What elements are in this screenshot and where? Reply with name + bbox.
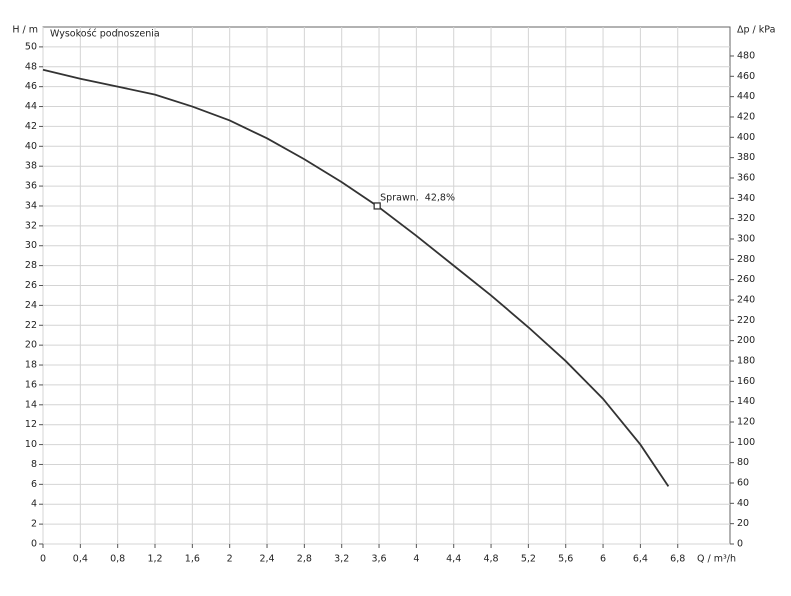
- y-tick-label: 28: [25, 260, 37, 271]
- y2-tick-label: 380: [737, 152, 755, 163]
- x-tick-label: 6,4: [633, 554, 648, 565]
- y-tick-label: 30: [25, 240, 37, 251]
- y-tick-label: 50: [25, 41, 37, 52]
- y2-tick-label: 360: [737, 172, 755, 183]
- y-tick-label: 10: [25, 439, 37, 450]
- y-tick-label: 0: [31, 539, 37, 550]
- y2-tick-label: 300: [737, 233, 755, 244]
- y-tick-label: 48: [25, 61, 37, 72]
- y-tick-label: 44: [25, 101, 37, 112]
- x-tick-label: 4: [413, 554, 419, 565]
- y2-tick-label: 260: [737, 274, 755, 285]
- y2-tick-label: 460: [737, 71, 755, 82]
- y2-tick-label: 140: [737, 396, 755, 407]
- y2-axis-label: Δp / kPa: [737, 25, 775, 36]
- y-tick-label: 40: [25, 141, 37, 152]
- y-tick-label: 22: [25, 320, 37, 331]
- y-tick-label: 24: [25, 300, 37, 311]
- x-tick-label: 5,2: [521, 554, 536, 565]
- y-tick-label: 6: [31, 479, 37, 490]
- x-tick-label: 0: [40, 554, 46, 565]
- x-tick-label: 1,2: [147, 554, 162, 565]
- x-tick-label: 3,2: [334, 554, 349, 565]
- y2-tick-label: 440: [737, 91, 755, 102]
- y2-tick-label: 180: [737, 355, 755, 366]
- y2-tick-label: 80: [737, 457, 749, 468]
- y-tick-label: 2: [31, 519, 37, 530]
- y2-tick-label: 480: [737, 50, 755, 61]
- line-series: [42, 68, 670, 487]
- y-axis-label: H / m: [12, 25, 38, 36]
- x-tick-label: 0,4: [73, 554, 88, 565]
- y2-tick-label: 160: [737, 376, 755, 387]
- y-tick-label: 32: [25, 220, 37, 231]
- y2-tick-label: 340: [737, 193, 755, 204]
- x-tick-label: 0,8: [110, 554, 125, 565]
- y-tick-label: 34: [25, 200, 37, 211]
- y-tick-label: 26: [25, 280, 37, 291]
- y2-tick-label: 0: [737, 539, 743, 550]
- y2-tick-label: 320: [737, 213, 755, 224]
- y2-tick-label: 100: [737, 437, 755, 448]
- x-tick-label: 2,8: [297, 554, 312, 565]
- y2-tick-label: 240: [737, 294, 755, 305]
- x-tick-label: 2,4: [259, 554, 274, 565]
- annotation-label: Sprawn. 42,8%: [380, 192, 455, 203]
- y-tick-label: 4: [31, 499, 37, 510]
- y-tick-label: 16: [25, 379, 37, 390]
- x-tick-label: 3,6: [371, 554, 386, 565]
- y2-tick-label: 40: [737, 498, 749, 509]
- y-tick-label: 8: [31, 459, 37, 470]
- y2-tick-label: 400: [737, 132, 755, 143]
- y2-tick-label: 280: [737, 254, 755, 265]
- y2-tick-label: 20: [737, 518, 749, 529]
- y-tick-label: 14: [25, 399, 37, 410]
- x-tick-label: 6,8: [670, 554, 685, 565]
- x-tick-label: 4,4: [446, 554, 461, 565]
- y-tick-label: 18: [25, 360, 37, 371]
- x-tick-label: 6: [600, 554, 606, 565]
- y2-tick-label: 220: [737, 315, 755, 326]
- y-tick-label: 46: [25, 81, 37, 92]
- chart-title: Wysokość podnoszenia: [50, 29, 160, 40]
- x-tick-label: 5,6: [558, 554, 573, 565]
- y-tick-label: 36: [25, 181, 37, 192]
- x-tick-label: 4,8: [483, 554, 498, 565]
- y-tick-label: 42: [25, 121, 37, 132]
- y2-tick-label: 420: [737, 111, 755, 122]
- y2-tick-label: 200: [737, 335, 755, 346]
- y-tick-label: 38: [25, 161, 37, 172]
- x-tick-label: 1,6: [185, 554, 200, 565]
- y2-tick-label: 120: [737, 416, 755, 427]
- x-axis-label: Q / m³/h: [697, 554, 736, 565]
- annotation-marker: [373, 202, 381, 210]
- y-tick-label: 12: [25, 419, 37, 430]
- y-tick-label: 20: [25, 340, 37, 351]
- y2-tick-label: 60: [737, 477, 749, 488]
- x-tick-label: 2: [227, 554, 233, 565]
